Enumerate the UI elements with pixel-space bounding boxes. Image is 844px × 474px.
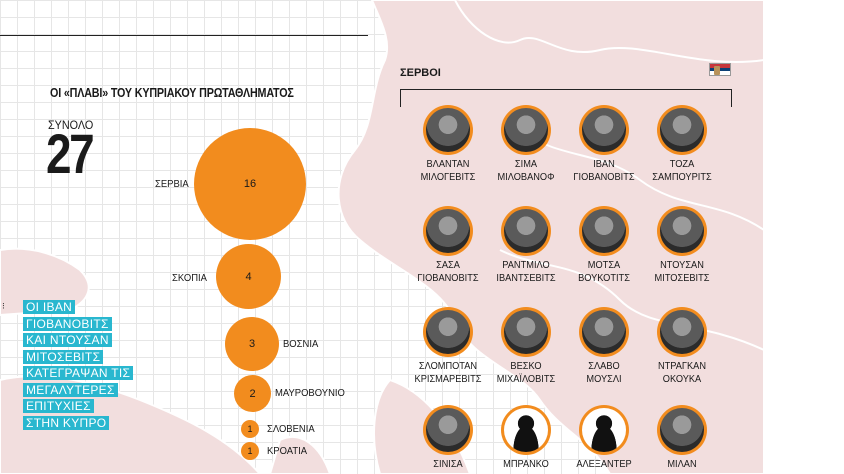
bubble-bosnia-label: ΒΟΣΝΙΑ <box>283 338 319 350</box>
serbia-flag-icon <box>709 63 731 76</box>
player-photo <box>423 105 473 155</box>
bubble-montenegro-label: ΜΑΥΡΟΒΟΥΝΙΟ <box>275 387 345 399</box>
player-first-name: ΜΙΛΑΝ <box>667 458 697 470</box>
player-photo <box>423 206 473 256</box>
player-card: ΝΤΟΥΣΑΝ ΜΙΤΟΣΕΒΙΤΣ <box>642 206 722 285</box>
player-photo <box>657 307 707 357</box>
player-card: ΤΟΖΑ ΣΑΜΠΟΥΡΙΤΣ <box>642 105 722 184</box>
player-first-name: ΝΤΡΑΓΚΑΝ <box>657 360 707 372</box>
quote-line: ΚΑΙ ΝΤΟΥΣΑΝ <box>23 333 112 347</box>
bubble-croatia-label: ΚΡΟΑΤΙΑ <box>267 445 308 457</box>
player-first-name: ΣΙΜΑ <box>514 158 538 170</box>
player-card: ΒΕΣΚΟ ΜΙΧΑΪΛΟΒΙΤΣ <box>486 307 566 386</box>
player-first-name: ΑΛΕΞΑΝΤΕΡ <box>576 458 632 470</box>
bubble-serbia-label: ΣΕΡΒΙΑ <box>155 178 189 190</box>
player-photo <box>501 206 551 256</box>
right-margin <box>764 0 844 474</box>
player-first-name: ΣΑΣΑ <box>436 259 460 271</box>
player-first-name: ΜΟΤΣΑ <box>587 259 621 271</box>
bubble-slovenia-count: 1 <box>247 424 253 434</box>
bubble-montenegro: 2 <box>234 375 271 412</box>
player-last-name: ΜΙΧΑΪΛΟΒΙΤΣ <box>496 373 556 385</box>
player-first-name: ΝΤΟΥΣΑΝ <box>660 259 704 271</box>
player-last-name: ΜΙΛΟΒΑΝΟΦ <box>497 171 555 183</box>
serbs-heading: ΣΕΡΒΟΙ <box>400 67 441 79</box>
player-photo <box>657 105 707 155</box>
quote-line: ΓΙΟΒΑΝΟΒΙΤΣ <box>23 316 112 331</box>
player-photo <box>579 307 629 357</box>
player-card: ΜΟΤΣΑ ΒΟΥΚΟΤΙΤΣ <box>564 206 644 285</box>
bubble-serbia: 16 <box>194 128 306 240</box>
player-photo <box>657 206 707 256</box>
player-card: ΣΑΣΑ ΓΙΟΒΑΝΟΒΙΤΣ <box>408 206 488 285</box>
player-first-name: ΣΙΝΙΣΑ <box>433 458 463 470</box>
bubble-bosnia-count: 3 <box>248 338 256 350</box>
player-card: ΣΙΜΑ ΜΙΛΟΒΑΝΟΦ <box>486 105 566 184</box>
player-last-name: ΟΚΟΥΚΑ <box>662 373 702 385</box>
highlight-quote: ΟΙ ΙΒΑΝ ΓΙΟΒΑΝΟΒΙΤΣ ΚΑΙ ΝΤΟΥΣΑΝ ΜΙΤΟΣΕΒΙ… <box>23 300 153 432</box>
quote-line: ΚΑΤΕΓΡΑΨΑΝ ΤΙΣ <box>23 366 134 380</box>
quote-line: ΟΙ ΙΒΑΝ <box>23 300 76 314</box>
bubble-montenegro-count: 2 <box>249 387 256 400</box>
player-card: ΒΛΑΝΤΑΝ ΜΙΛΟΓΕΒΙΤΣ <box>408 105 488 184</box>
player-card: ΑΛΕΞΑΝΤΕΡ <box>564 405 644 471</box>
player-first-name: ΤΟΖΑ <box>669 158 695 170</box>
player-photo <box>501 105 551 155</box>
bubble-slovenia-label: ΣΛΟΒΕΝΙΑ <box>267 423 315 435</box>
player-card: ΡΑΝΤΜΙΛΟ ΙΒΑΝΤΣΕΒΙΤΣ <box>486 206 566 285</box>
bubble-slovenia: 1 <box>241 420 259 438</box>
pin-mark: ⁝ <box>2 301 5 311</box>
player-photo-placeholder-icon <box>501 405 551 455</box>
player-photo <box>423 405 473 455</box>
quote-line: ΕΠΙΤΥΧΙΕΣ <box>23 399 94 413</box>
player-last-name: ΓΙΟΒΑΝΟΒΙΤΣ <box>573 171 635 183</box>
player-card: ΝΤΡΑΓΚΑΝ ΟΚΟΥΚΑ <box>642 307 722 386</box>
bubble-bosnia: 3 <box>225 317 279 371</box>
player-first-name: ΡΑΝΤΜΙΛΟ <box>502 259 550 271</box>
player-photo-placeholder-icon <box>579 405 629 455</box>
player-first-name: ΣΛΑΒΟ <box>588 360 620 372</box>
bubble-serbia-count: 16 <box>243 178 257 190</box>
bubble-croatia: 1 <box>241 442 259 460</box>
quote-line: ΣΤΗΝ ΚΥΠΡΟ <box>23 415 110 430</box>
player-photo <box>579 105 629 155</box>
bubble-skopia-label: ΣΚΟΠΙΑ <box>172 272 207 284</box>
player-first-name: ΒΛΑΝΤΑΝ <box>426 158 470 170</box>
player-card: ΣΛΑΒΟ ΜΟΥΣΛΙ <box>564 307 644 386</box>
player-card: ΜΙΛΑΝ <box>642 405 722 471</box>
player-first-name: ΒΕΣΚΟ <box>510 360 542 372</box>
player-last-name: ΚΡΙΣΜΑΡΕΒΙΤΣ <box>414 373 482 385</box>
total-value: 27 <box>46 122 95 185</box>
player-first-name: ΣΛΟΜΠΟΤΑΝ <box>418 360 478 372</box>
quote-line: ΜΙΤΟΣΕΒΙΤΣ <box>23 349 104 364</box>
total-label: ΣΥΝΟΛΟ <box>48 118 94 132</box>
player-card: ΙΒΑΝ ΓΙΟΒΑΝΟΒΙΤΣ <box>564 105 644 184</box>
bubble-skopia: 4 <box>216 244 281 309</box>
player-card: ΜΠΡΑΝΚΟ <box>486 405 566 471</box>
player-photo <box>579 206 629 256</box>
player-card: ΣΛΟΜΠΟΤΑΝ ΚΡΙΣΜΑΡΕΒΙΤΣ <box>408 307 488 386</box>
serbs-bracket <box>400 89 732 107</box>
player-last-name: ΜΙΛΟΓΕΒΙΤΣ <box>420 171 476 183</box>
player-last-name: ΣΑΜΠΟΥΡΙΤΣ <box>652 171 712 183</box>
player-last-name: ΜΟΥΣΛΙ <box>586 373 622 385</box>
player-last-name: ΜΙΤΟΣΕΒΙΤΣ <box>654 272 710 284</box>
player-photo <box>501 307 551 357</box>
top-rule <box>0 35 368 36</box>
bubble-skopia-count: 4 <box>245 270 252 283</box>
player-card: ΣΙΝΙΣΑ <box>408 405 488 471</box>
player-last-name: ΓΙΟΒΑΝΟΒΙΤΣ <box>417 272 479 284</box>
quote-line: ΜΕΓΑΛΥΤΕΡΕΣ <box>23 382 118 397</box>
player-last-name: ΙΒΑΝΤΣΕΒΙΤΣ <box>496 272 556 284</box>
bubble-croatia-count: 1 <box>247 446 253 456</box>
page-title: ΟΙ «ΠΛΑΒΙ» ΤΟΥ ΚΥΠΡΙΑΚΟΥ ΠΡΩΤΑΘΛΗΜΑΤΟΣ <box>50 86 294 100</box>
player-photo <box>423 307 473 357</box>
player-first-name: ΜΠΡΑΝΚΟ <box>503 458 549 470</box>
player-photo <box>657 405 707 455</box>
player-last-name: ΒΟΥΚΟΤΙΤΣ <box>578 272 630 284</box>
player-first-name: ΙΒΑΝ <box>593 158 615 170</box>
